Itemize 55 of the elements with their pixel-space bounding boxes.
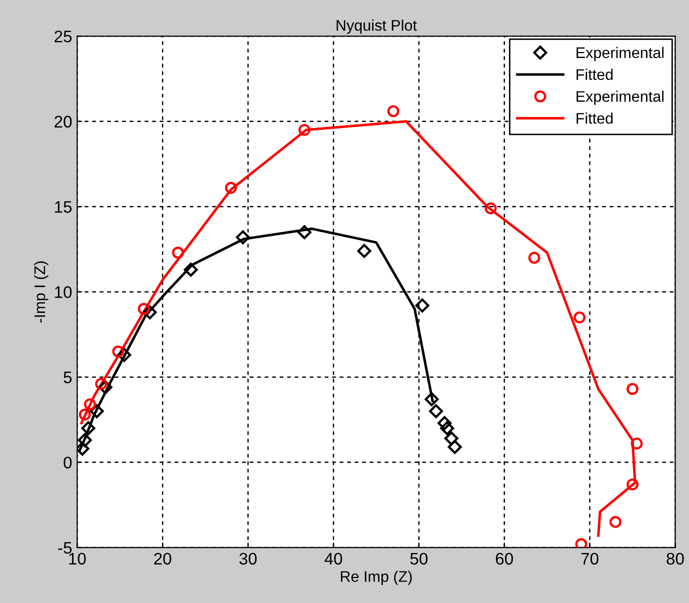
point bbox=[438, 416, 452, 430]
point bbox=[78, 408, 91, 421]
x-tick-label: 50 bbox=[410, 552, 428, 565]
y-tick-label: -5 bbox=[58, 542, 72, 554]
legend-label: Experimental bbox=[576, 46, 664, 62]
point bbox=[90, 404, 104, 418]
point bbox=[626, 383, 638, 395]
y-axis-title: -Imp I (Z) bbox=[34, 261, 48, 323]
point bbox=[172, 246, 184, 259]
point bbox=[574, 311, 586, 324]
x-tick-label: 40 bbox=[324, 552, 342, 565]
point bbox=[428, 404, 443, 418]
point bbox=[387, 105, 400, 118]
point bbox=[609, 516, 622, 528]
point bbox=[297, 225, 312, 240]
point bbox=[112, 346, 124, 358]
point bbox=[142, 305, 157, 320]
point bbox=[236, 230, 250, 244]
point bbox=[448, 440, 462, 454]
point bbox=[78, 433, 92, 448]
point bbox=[95, 378, 108, 390]
point bbox=[84, 398, 96, 410]
y-tick-label: 10 bbox=[55, 286, 72, 298]
y-tick-label: 0 bbox=[64, 456, 72, 469]
legend-label: Experimental bbox=[576, 90, 664, 105]
point bbox=[575, 538, 588, 548]
x-tick-label: 60 bbox=[496, 552, 513, 565]
point bbox=[484, 202, 497, 214]
y-tick-label: 5 bbox=[64, 372, 72, 384]
legend-label: Fitted bbox=[576, 112, 613, 124]
y-tick-label: 20 bbox=[54, 116, 72, 128]
point bbox=[626, 478, 638, 490]
point bbox=[444, 431, 458, 446]
x-tick-label: 70 bbox=[581, 552, 598, 565]
x-tick-label: 30 bbox=[239, 552, 257, 565]
y-tick-label: 15 bbox=[55, 201, 72, 213]
point bbox=[424, 392, 439, 406]
point bbox=[81, 421, 96, 436]
point bbox=[117, 348, 132, 362]
point bbox=[298, 124, 310, 136]
y-tick-label: 25 bbox=[54, 30, 72, 42]
point bbox=[138, 302, 150, 315]
x-tick-label: 20 bbox=[154, 552, 172, 565]
point bbox=[98, 380, 112, 394]
point bbox=[224, 182, 237, 194]
x-axis-title: Re Imp (Z) bbox=[340, 570, 412, 585]
legend-label: Fitted bbox=[576, 68, 613, 80]
point bbox=[440, 421, 454, 436]
point bbox=[184, 262, 198, 277]
point bbox=[415, 298, 430, 312]
point bbox=[357, 244, 372, 258]
chart-title: Nyquist Plot bbox=[336, 20, 417, 34]
point bbox=[528, 252, 540, 264]
point bbox=[630, 438, 643, 450]
x-tick-label: 80 bbox=[666, 552, 684, 565]
